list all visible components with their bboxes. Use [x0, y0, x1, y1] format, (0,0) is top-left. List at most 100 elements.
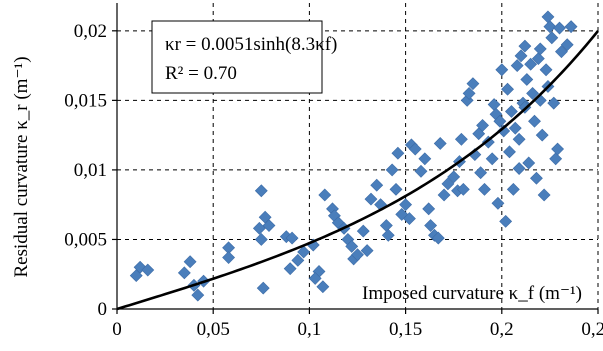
x-tick-label: 0,1	[298, 319, 322, 340]
data-point	[493, 114, 507, 128]
data-points	[129, 10, 578, 302]
x-tick-label: 0	[112, 319, 122, 340]
data-point	[549, 152, 563, 166]
data-point	[512, 132, 526, 146]
data-point	[533, 42, 547, 56]
data-point	[381, 228, 395, 242]
x-tick-label: 0,05	[197, 319, 230, 340]
data-point	[351, 248, 364, 262]
data-point	[414, 164, 428, 178]
data-point	[526, 86, 540, 100]
data-point	[222, 251, 236, 264]
data-point	[389, 182, 403, 196]
data-point	[308, 271, 322, 285]
data-point	[285, 231, 299, 245]
x-tick-label: 0,15	[389, 319, 422, 340]
y-tick-label: 0,015	[64, 90, 107, 111]
data-point	[491, 196, 505, 210]
data-point	[476, 118, 489, 132]
data-point	[316, 280, 330, 294]
data-point	[514, 49, 528, 63]
data-point	[391, 146, 405, 160]
equation-box: κr = 0.0051sinh(8.3κf) R² = 0.70	[151, 20, 337, 94]
data-point	[291, 253, 305, 267]
x-tick-label: 0,2	[490, 319, 514, 340]
data-point	[191, 288, 205, 302]
data-point	[462, 86, 476, 100]
data-point	[254, 233, 268, 246]
data-point	[501, 82, 514, 96]
data-point	[447, 170, 461, 184]
data-point	[474, 166, 488, 180]
data-point	[370, 178, 384, 192]
data-point	[254, 184, 268, 198]
data-point	[518, 39, 532, 53]
y-tick-label: 0,02	[74, 21, 107, 42]
data-point	[422, 202, 436, 216]
data-point	[345, 239, 359, 253]
data-point	[499, 214, 513, 228]
equation-box-frame	[151, 20, 323, 94]
data-point	[360, 244, 374, 258]
data-point	[437, 188, 451, 202]
data-point	[256, 281, 270, 295]
data-point	[531, 52, 545, 66]
data-point	[456, 182, 470, 196]
data-point	[522, 156, 536, 170]
data-point	[318, 188, 332, 202]
data-point	[530, 171, 543, 185]
data-point	[418, 152, 432, 166]
data-point	[541, 10, 555, 24]
data-point	[543, 20, 557, 34]
data-point	[503, 145, 516, 159]
data-point	[262, 219, 276, 232]
data-point	[539, 63, 553, 77]
data-point	[524, 57, 538, 71]
data-point	[403, 212, 416, 226]
data-point	[399, 198, 413, 212]
x-axis-title: Imposed curvature κ_f (m⁻¹)	[362, 283, 582, 304]
data-point	[478, 182, 491, 196]
data-point	[508, 121, 522, 135]
data-point	[497, 124, 511, 138]
data-point	[485, 152, 499, 166]
y-tick-label: 0,01	[74, 160, 107, 181]
data-point	[466, 77, 480, 91]
data-point	[547, 96, 561, 110]
data-point	[183, 255, 197, 269]
data-point	[553, 21, 566, 35]
tick-labels: 0 0,05 0,1 0,15 0,2 0,25 0 0,005 0,01 0,015 0,02	[64, 21, 603, 340]
data-point	[545, 31, 559, 45]
y-tick-label: 0	[98, 299, 108, 320]
data-point	[424, 219, 438, 232]
data-point	[512, 162, 526, 175]
fit-curve	[116, 30, 600, 311]
data-point	[379, 219, 393, 232]
data-point	[297, 245, 311, 259]
x-tick-label: 0,25	[581, 319, 603, 340]
data-point	[283, 262, 297, 276]
data-point	[528, 114, 541, 128]
data-point	[385, 163, 399, 177]
axes	[116, 3, 598, 310]
data-point	[454, 132, 468, 146]
y-tick-label: 0,005	[64, 229, 107, 250]
fit-equation: κr = 0.0051sinh(8.3κf)	[165, 34, 337, 55]
y-axis-title: Residual curvature κ_r (m⁻¹)	[11, 56, 32, 277]
data-point	[141, 263, 155, 277]
data-point	[431, 231, 445, 245]
data-point	[564, 20, 578, 34]
data-point	[520, 73, 534, 86]
fit-r-squared: R² = 0.70	[165, 63, 237, 84]
data-point	[441, 177, 455, 191]
data-point	[560, 38, 574, 52]
data-point	[506, 182, 520, 196]
data-point	[551, 142, 565, 156]
data-point	[487, 98, 501, 111]
data-point	[555, 45, 568, 59]
data-point	[495, 63, 509, 77]
data-point	[356, 224, 370, 238]
data-point	[433, 137, 447, 150]
data-point	[364, 192, 378, 206]
